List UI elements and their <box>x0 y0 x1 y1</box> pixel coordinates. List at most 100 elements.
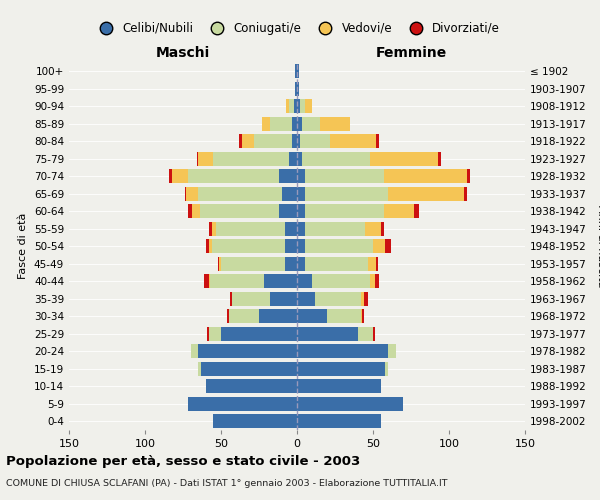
Bar <box>212 222 217 235</box>
Bar <box>192 204 200 218</box>
Bar <box>206 240 209 253</box>
Bar <box>388 187 464 200</box>
Bar <box>229 310 259 323</box>
Bar <box>211 274 263 288</box>
Bar <box>214 152 289 166</box>
Bar <box>198 362 201 376</box>
Bar <box>414 204 419 218</box>
Bar <box>188 397 297 410</box>
Bar <box>364 292 368 306</box>
Bar <box>206 380 297 393</box>
Bar <box>209 240 212 253</box>
Bar <box>297 380 380 393</box>
Bar <box>383 204 414 218</box>
Bar <box>361 310 362 323</box>
Bar <box>209 222 212 235</box>
Bar <box>297 117 302 130</box>
Bar <box>269 292 297 306</box>
Bar <box>328 310 361 323</box>
Bar <box>269 117 292 130</box>
Bar <box>305 204 383 218</box>
Y-axis label: Anni di nascita: Anni di nascita <box>596 205 600 288</box>
Bar <box>370 274 374 288</box>
Bar <box>254 134 292 148</box>
Bar <box>289 152 297 166</box>
Bar <box>191 344 198 358</box>
Bar <box>297 82 299 96</box>
Bar <box>295 82 297 96</box>
Bar <box>200 204 279 218</box>
Bar <box>217 222 285 235</box>
Bar <box>297 170 305 183</box>
Bar <box>227 310 229 323</box>
Bar <box>297 257 305 270</box>
Bar <box>198 152 214 166</box>
Bar <box>279 204 297 218</box>
Bar <box>380 222 383 235</box>
Bar <box>204 274 209 288</box>
Bar <box>374 274 379 288</box>
Bar <box>305 187 388 200</box>
Bar <box>297 100 300 113</box>
Bar <box>300 134 331 148</box>
Bar <box>297 362 385 376</box>
Bar <box>300 100 305 113</box>
Bar <box>385 362 388 376</box>
Bar <box>297 187 305 200</box>
Bar <box>221 257 285 270</box>
Bar <box>305 257 368 270</box>
Bar <box>305 100 312 113</box>
Bar <box>292 117 297 130</box>
Bar <box>297 310 328 323</box>
Bar <box>331 134 376 148</box>
Bar <box>212 240 285 253</box>
Bar <box>302 117 320 130</box>
Bar <box>365 222 380 235</box>
Bar <box>305 240 373 253</box>
Bar <box>209 327 221 340</box>
Bar <box>467 170 470 183</box>
Bar <box>188 204 192 218</box>
Bar <box>373 240 385 253</box>
Bar <box>197 152 198 166</box>
Bar <box>282 187 297 200</box>
Bar <box>286 100 289 113</box>
Bar <box>185 187 186 200</box>
Bar <box>242 134 254 148</box>
Bar <box>188 170 279 183</box>
Bar <box>297 204 305 218</box>
Bar <box>289 100 294 113</box>
Bar <box>370 152 439 166</box>
Bar <box>279 170 297 183</box>
Bar <box>373 327 374 340</box>
Bar <box>376 134 379 148</box>
Bar <box>297 134 300 148</box>
Text: Maschi: Maschi <box>156 46 210 60</box>
Bar <box>464 187 467 200</box>
Bar <box>198 187 282 200</box>
Bar <box>294 100 297 113</box>
Bar <box>302 152 370 166</box>
Bar <box>297 344 388 358</box>
Bar <box>297 222 305 235</box>
Bar <box>221 327 297 340</box>
Bar <box>297 64 299 78</box>
Bar <box>220 257 221 270</box>
Bar <box>169 170 172 183</box>
Bar <box>297 414 380 428</box>
Bar <box>295 64 297 78</box>
Bar <box>320 117 350 130</box>
Bar <box>285 257 297 270</box>
Bar <box>297 152 302 166</box>
Bar <box>385 240 391 253</box>
Legend: Celibi/Nubili, Coniugati/e, Vedovi/e, Divorziati/e: Celibi/Nubili, Coniugati/e, Vedovi/e, Di… <box>89 17 505 40</box>
Y-axis label: Fasce di età: Fasce di età <box>19 213 28 280</box>
Bar <box>305 170 383 183</box>
Bar <box>297 274 312 288</box>
Bar <box>368 257 376 270</box>
Bar <box>297 240 305 253</box>
Bar <box>383 170 467 183</box>
Bar <box>186 187 198 200</box>
Bar <box>362 310 364 323</box>
Bar <box>285 240 297 253</box>
